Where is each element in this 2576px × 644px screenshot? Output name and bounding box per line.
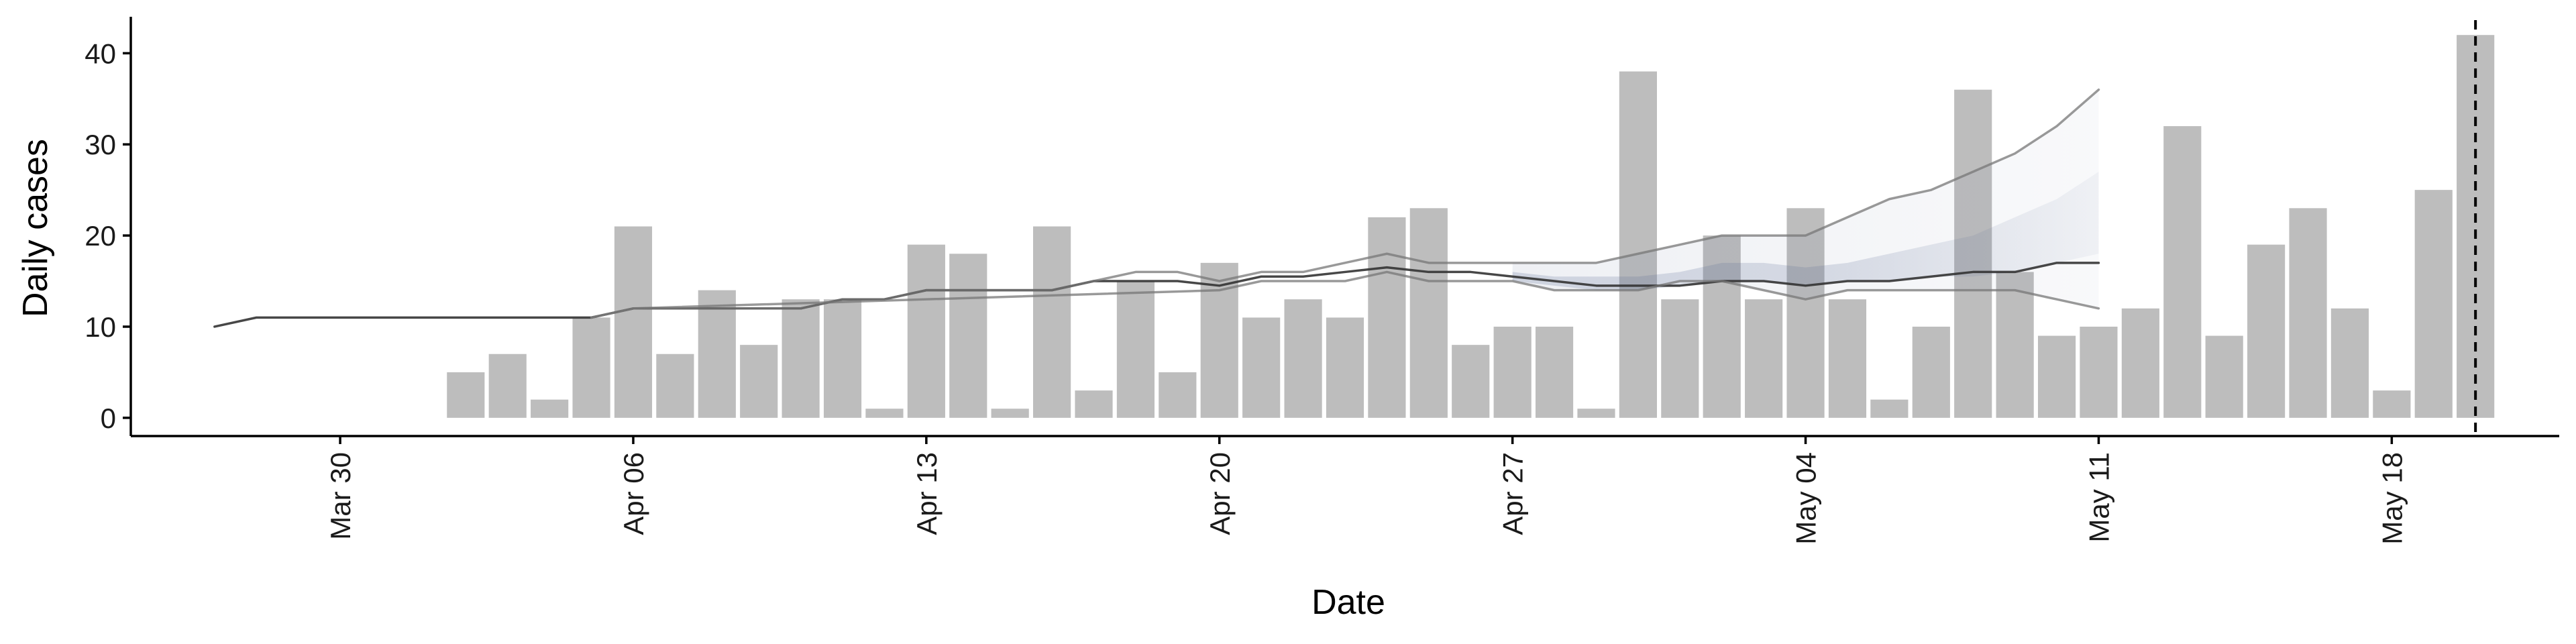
bar [488,354,527,418]
x-tick-label: Apr 27 [1497,452,1529,535]
bar [1619,71,1657,418]
y-tick-label: 30 [85,129,116,160]
ribbon-line-lower [590,270,2100,319]
bar [1912,326,1950,418]
bar [2289,208,2327,418]
y-axis-title: Daily cases [16,139,55,317]
x-tick-label: May 18 [2376,452,2408,545]
x-tick-label: Mar 30 [325,452,356,540]
x-axis-title: Date [1311,583,1385,622]
ticks-layer: 0 10 20 30 40 Mar 30 Apr 06 Apr 13 Apr 20 Apr 27 M… [85,38,2408,544]
bar [782,299,820,418]
bar [907,244,945,418]
x-tick-label: Apr 20 [1204,452,1236,535]
axes-layer [129,17,2559,437]
x-tick-label: May 11 [2083,452,2114,543]
bar [2457,35,2495,418]
ribbon-band-layer [1512,89,2099,309]
bar [1409,208,1448,418]
bar [656,354,694,418]
bar [1452,345,1490,418]
bar [1493,326,1532,418]
bar [1033,226,1071,418]
bar [572,317,610,418]
bar [991,409,1029,418]
bar [1870,399,1909,418]
bar [1368,217,1406,418]
bar [2037,335,2076,418]
y-tick-label: 40 [85,38,116,69]
bar [740,345,778,418]
x-tick-label: Apr 06 [618,452,649,535]
bar [2330,308,2369,418]
bar [614,226,653,418]
bar [2163,126,2202,418]
bar [865,409,904,418]
bar [698,290,736,418]
ribbon-cone [1512,89,2099,309]
bar [1577,409,1615,418]
bar [1745,299,1783,418]
x-tick-label: Apr 13 [911,452,943,535]
bar [823,299,862,418]
bar [2121,308,2159,418]
ribbon-line-estimate [213,262,2100,328]
bar [1284,299,1322,418]
bar [1159,372,1197,418]
bar [447,372,485,418]
bar [1075,390,1113,418]
bar [2205,335,2243,418]
y-tick-label: 0 [101,402,116,434]
y-tick-label: 20 [85,220,116,252]
bar [1200,262,1238,418]
ribbon-lines-layer [213,88,2100,328]
bar [2247,244,2286,418]
bar [2373,390,2411,418]
bar [2080,326,2118,418]
bar [2414,190,2453,418]
bar [1996,272,2034,418]
bar [1661,299,1699,418]
bar [949,254,987,418]
ribbon-line-upper [590,88,2100,319]
bar [1326,317,1364,418]
bar [1242,317,1281,418]
bar [1828,299,1867,418]
bars-layer [447,35,2495,418]
bar [1116,281,1155,418]
bar [1535,326,1574,418]
y-tick-label: 10 [85,311,116,343]
x-tick-label: May 04 [1790,452,1822,545]
bar [531,399,569,418]
